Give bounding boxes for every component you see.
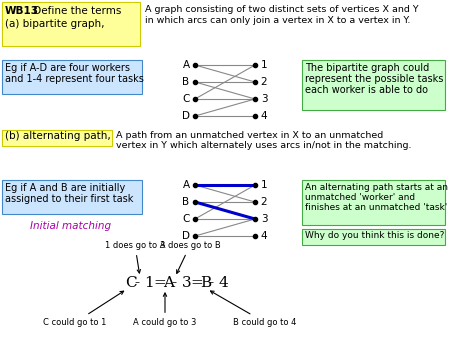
Text: C: C <box>182 214 190 224</box>
Text: A: A <box>182 60 189 70</box>
Text: - 4: - 4 <box>209 276 229 290</box>
FancyBboxPatch shape <box>302 180 445 225</box>
Text: each worker is able to do: each worker is able to do <box>305 85 428 95</box>
Text: C could go to 1: C could go to 1 <box>43 291 124 327</box>
Text: - 3: - 3 <box>172 276 192 290</box>
Text: Define the terms: Define the terms <box>30 6 122 16</box>
Text: B could go to 4: B could go to 4 <box>211 291 297 327</box>
Text: unmatched 'worker' and: unmatched 'worker' and <box>305 193 415 202</box>
FancyBboxPatch shape <box>302 60 445 110</box>
Text: Initial matching: Initial matching <box>30 221 111 231</box>
Text: =: = <box>190 276 203 290</box>
Text: 3 does go to B: 3 does go to B <box>160 241 220 273</box>
Text: 2: 2 <box>261 77 267 87</box>
Text: C: C <box>125 276 137 290</box>
Text: B: B <box>182 77 189 87</box>
Text: vertex in Y which alternately uses arcs in/not in the matching.: vertex in Y which alternately uses arcs … <box>116 141 411 150</box>
Text: 1: 1 <box>261 60 267 70</box>
Text: (b) alternating path,: (b) alternating path, <box>5 131 111 141</box>
Text: A graph consisting of two distinct sets of vertices X and Y: A graph consisting of two distinct sets … <box>145 5 418 14</box>
Text: Why do you think this is done?: Why do you think this is done? <box>305 231 445 240</box>
Text: A path from an unmatched vertex in X to an unmatched: A path from an unmatched vertex in X to … <box>116 131 383 140</box>
Text: 4: 4 <box>261 111 267 121</box>
FancyBboxPatch shape <box>2 60 142 94</box>
Text: 2: 2 <box>261 197 267 207</box>
Text: Eg if A-D are four workers: Eg if A-D are four workers <box>5 63 130 73</box>
Text: and 1-4 represent four tasks: and 1-4 represent four tasks <box>5 74 144 84</box>
FancyBboxPatch shape <box>2 180 142 214</box>
Text: B: B <box>200 276 211 290</box>
Text: (a) bipartite graph,: (a) bipartite graph, <box>5 19 104 29</box>
Text: represent the possible tasks: represent the possible tasks <box>305 74 443 84</box>
FancyBboxPatch shape <box>2 2 140 46</box>
Text: A: A <box>182 180 189 190</box>
FancyBboxPatch shape <box>302 229 445 245</box>
Text: in which arcs can only join a vertex in X to a vertex in Y.: in which arcs can only join a vertex in … <box>145 16 410 25</box>
FancyBboxPatch shape <box>2 130 112 146</box>
Text: WB13: WB13 <box>5 6 39 16</box>
Text: An alternating path starts at an: An alternating path starts at an <box>305 183 448 192</box>
Text: 1 does go to A: 1 does go to A <box>105 241 165 273</box>
Text: The bipartite graph could: The bipartite graph could <box>305 63 429 73</box>
Text: A could go to 3: A could go to 3 <box>133 293 197 327</box>
Text: =: = <box>153 276 166 290</box>
Text: D: D <box>182 231 190 241</box>
Text: A: A <box>163 276 174 290</box>
Text: - 1: - 1 <box>135 276 155 290</box>
Text: C: C <box>182 94 190 104</box>
Text: finishes at an unmatched 'task': finishes at an unmatched 'task' <box>305 203 447 212</box>
Text: D: D <box>182 111 190 121</box>
Text: Eg if A and B are initially: Eg if A and B are initially <box>5 183 125 193</box>
Text: 3: 3 <box>261 94 267 104</box>
Text: 1: 1 <box>261 180 267 190</box>
Text: B: B <box>182 197 189 207</box>
Text: 3: 3 <box>261 214 267 224</box>
Text: assigned to their first task: assigned to their first task <box>5 194 133 204</box>
Text: 4: 4 <box>261 231 267 241</box>
